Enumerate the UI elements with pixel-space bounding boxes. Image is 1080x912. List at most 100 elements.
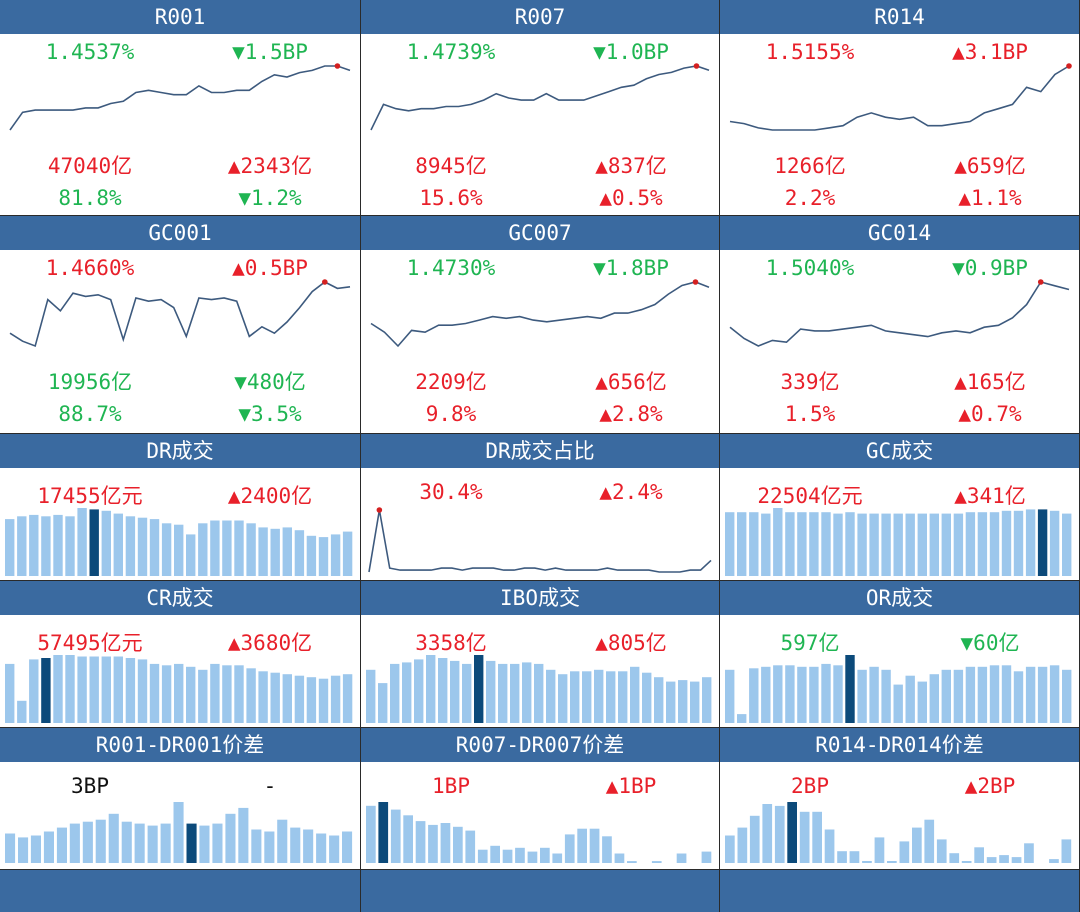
r001-dr001-chart	[5, 802, 353, 863]
or-vol-bar-6	[797, 666, 807, 723]
dr-vol-bar-10	[125, 516, 136, 576]
gc-vol-bar-7	[809, 512, 819, 576]
value-primary: 17455亿元	[37, 484, 143, 508]
cr-vol-bar-17	[210, 663, 220, 723]
r007-dr007-bar-1	[378, 802, 389, 863]
gc-vol-bar-0	[725, 512, 735, 576]
r001-dr001-bar-26	[342, 831, 353, 863]
ibo-vol-bar-1	[378, 683, 388, 723]
volume-change: ▲2343亿	[227, 154, 313, 178]
or-vol-bar-1	[737, 714, 747, 723]
gc-vol-bar-21	[977, 512, 988, 576]
share-change: ▼1.2%	[238, 186, 302, 210]
dr-vol-bar-13	[161, 523, 172, 576]
rate-value: 1.4660%	[45, 256, 135, 280]
rate-value: 1.5155%	[765, 40, 855, 64]
ibo-vol-bar-24	[654, 677, 664, 723]
r001-dr001-bar-18	[238, 807, 249, 863]
value-primary: 3358亿	[415, 631, 487, 655]
r001-dr001-bar-14	[186, 823, 197, 863]
r014-dr014-bar-2	[749, 815, 760, 863]
gc007-chart	[370, 279, 710, 348]
r007-dr007-bar-16	[564, 834, 575, 863]
r001-dr001-bar-16	[212, 823, 223, 863]
cr-vol-bar-24	[294, 675, 305, 723]
or-vol-bar-24	[1013, 671, 1024, 723]
r007-dr007-bar-27	[701, 851, 712, 863]
r001-dr001-bar-7	[95, 819, 106, 863]
cr-vol-bar-9	[113, 656, 123, 723]
ibo-vol-bar-8	[462, 663, 472, 723]
or-vol-bar-27	[1049, 665, 1060, 723]
panel-gc001: GC001 1.4660% ▲0.5BP 19956亿 ▼480亿 88.7% ▼3.5%	[0, 216, 361, 434]
cr-vol-bar-6	[77, 656, 87, 723]
r014-dr014-bar-3	[762, 804, 773, 863]
gc-vol-bar-1	[737, 512, 747, 576]
panel-title: R007	[361, 0, 719, 34]
r007-dr007-bar-25	[676, 853, 687, 863]
or-vol-bar-19	[953, 669, 964, 723]
cr-vol-bar-1	[17, 700, 27, 723]
r001-dr001-bar-3	[43, 831, 54, 863]
dr-vol-bar-22	[270, 528, 280, 576]
r014-dr014-bar-0	[725, 835, 735, 863]
r007-dr007-bar-0	[366, 805, 376, 863]
rate-change: ▲3.1BP	[952, 40, 1028, 64]
or-vol-bar-13	[881, 669, 891, 723]
panel-r007-dr007: R007-DR007价差 1BP ▲1BP	[361, 728, 720, 870]
cr-vol-bar-10	[125, 658, 136, 723]
volume-value: 19956亿	[47, 370, 133, 394]
value-change: ▲3680亿	[227, 631, 313, 655]
r014-dr014-bar-13	[887, 861, 897, 863]
dr-vol-bar-17	[210, 520, 220, 576]
gc-vol-chart	[725, 508, 1072, 576]
volume-change: ▲165亿	[954, 370, 1026, 394]
dr-vol-bar-0	[5, 519, 15, 576]
dr-vol-bar-5	[65, 516, 75, 576]
cr-vol-bar-26	[318, 678, 329, 723]
ibo-vol-bar-15	[546, 669, 556, 723]
ibo-vol-bar-19	[594, 669, 604, 723]
r001-dr001-bar-13	[173, 802, 184, 863]
panel-title: GC007	[361, 216, 719, 250]
value-change: -	[263, 774, 277, 798]
or-vol-bar-26	[1037, 666, 1048, 723]
or-vol-bar-11	[857, 669, 867, 723]
panel-title: DR成交占比	[361, 434, 719, 468]
r001-dr001-bar-21	[277, 819, 288, 863]
or-vol-bar-25	[1025, 666, 1036, 723]
r001-dr001-bar-10	[134, 823, 145, 863]
or-vol-bar-18	[941, 669, 951, 723]
panel-cr-vol: CR成交 57495亿元 ▲3680亿	[0, 581, 361, 728]
footer-band	[0, 870, 361, 912]
dr-vol-bar-9	[113, 513, 123, 576]
ibo-vol-bar-0	[366, 669, 376, 723]
or-vol-bar-14	[893, 684, 903, 723]
cr-vol-bar-20	[246, 668, 256, 723]
or-vol-bar-28	[1062, 669, 1072, 723]
cr-vol-bar-7	[89, 656, 99, 723]
cr-vol-chart	[5, 655, 353, 723]
gc-vol-bar-27	[1049, 510, 1060, 576]
r001-dr001-bar-9	[121, 821, 132, 863]
volume-value: 2209亿	[415, 370, 487, 394]
or-vol-bar-15	[905, 675, 915, 723]
volume-change: ▲656亿	[595, 370, 667, 394]
r007-dr007-bar-3	[403, 815, 413, 863]
panel-title: R001	[0, 0, 360, 34]
or-vol-bar-22	[989, 665, 1000, 723]
ibo-vol-bar-17	[570, 671, 580, 723]
ibo-vol-bar-14	[534, 663, 544, 723]
cr-vol-bar-0	[5, 663, 15, 723]
cr-vol-bar-28	[342, 674, 353, 723]
r014-dr014-bar-5	[787, 802, 797, 863]
r014-dr014-bar-10	[849, 851, 860, 863]
or-vol-bar-17	[929, 674, 939, 723]
or-vol-bar-8	[821, 663, 831, 723]
r014-dr014-bar-23	[1011, 857, 1022, 863]
dr-share-series-line	[368, 509, 712, 573]
ibo-vol-bar-25	[666, 681, 676, 723]
volume-change: ▲659亿	[954, 154, 1026, 178]
rate-value: 1.4537%	[45, 40, 135, 64]
share-change: ▲0.7%	[958, 402, 1022, 426]
